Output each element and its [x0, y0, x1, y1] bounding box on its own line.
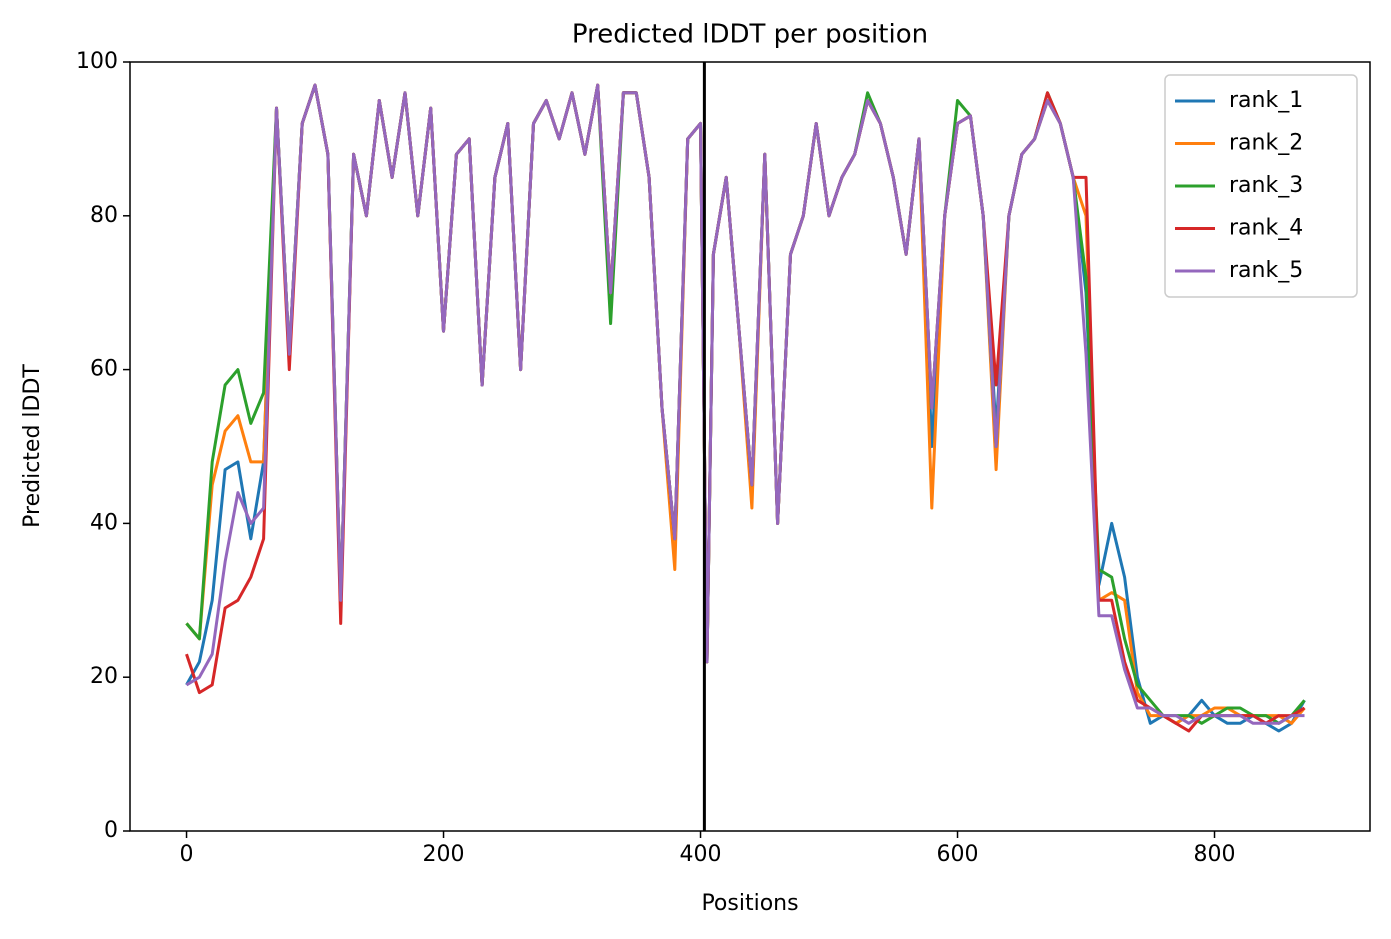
legend-label: rank_2: [1229, 131, 1303, 156]
x-tick-label: 800: [1194, 842, 1236, 867]
x-axis-label: Positions: [701, 891, 798, 916]
x-tick-label: 600: [937, 842, 979, 867]
legend-label: rank_1: [1229, 88, 1303, 113]
x-tick-label: 0: [180, 842, 194, 867]
legend-label: rank_4: [1229, 216, 1303, 241]
y-tick-label: 40: [90, 510, 118, 535]
legend-box: [1164, 74, 1358, 298]
x-tick-label: 400: [680, 842, 722, 867]
y-tick-label: 0: [104, 818, 118, 843]
legend-label: rank_5: [1229, 258, 1303, 283]
x-tick-label: 200: [423, 842, 465, 867]
series-line: [185, 83, 1305, 725]
y-axis-label: Predicted lDDT: [20, 364, 45, 528]
y-tick-label: 100: [76, 49, 118, 74]
legend-label: rank_3: [1229, 173, 1303, 198]
y-tick-label: 80: [90, 203, 118, 228]
plot-frame: [129, 61, 1371, 832]
y-tick-label: 20: [90, 664, 118, 689]
chart-title: Predicted lDDT per position: [572, 20, 928, 50]
y-tick-label: 60: [90, 357, 118, 382]
